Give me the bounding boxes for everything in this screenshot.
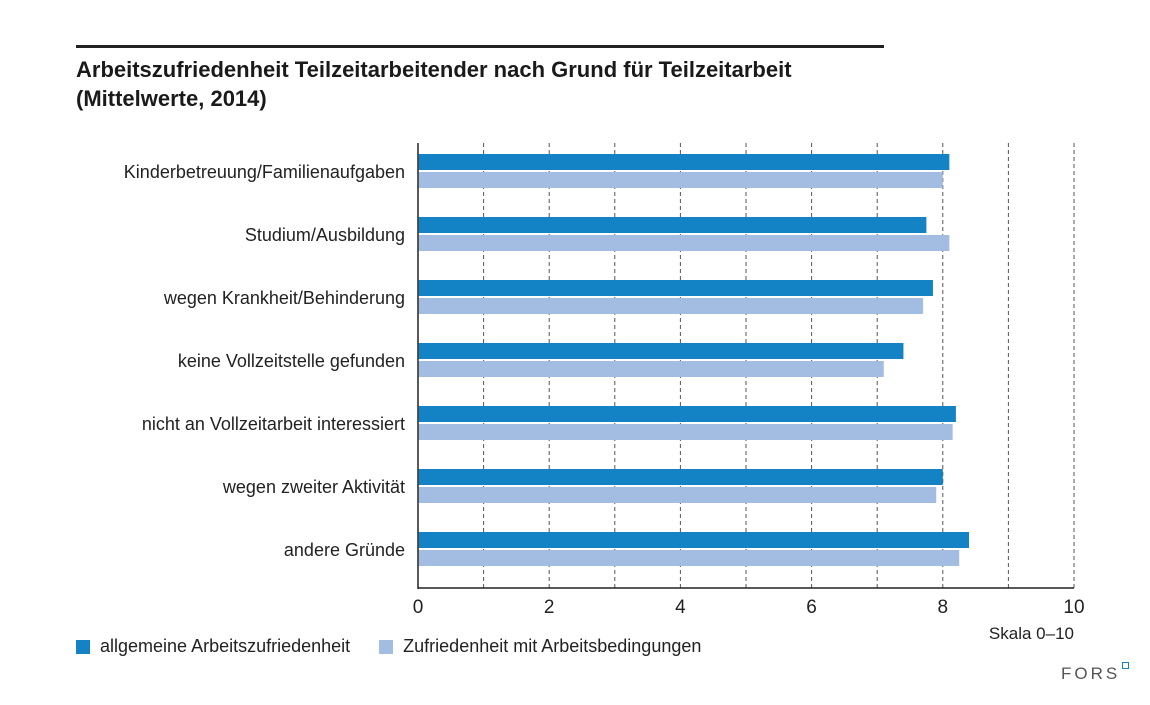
title-rule xyxy=(76,45,884,48)
legend-swatch-series2 xyxy=(379,639,394,654)
legend-swatch-series1 xyxy=(76,639,90,654)
bar-s2-0 xyxy=(418,172,943,188)
bar-s1-5 xyxy=(418,469,943,485)
category-label-5: wegen zweiter Aktivität xyxy=(222,477,405,497)
bar-s1-6 xyxy=(418,532,970,548)
logo-mark-icon xyxy=(1122,662,1129,669)
axis-layer xyxy=(417,143,1074,589)
bar-s2-5 xyxy=(418,487,937,503)
title-line-1: Arbeitszufriedenheit Teilzeitarbeitender… xyxy=(76,57,792,82)
category-label-6: andere Gründe xyxy=(284,540,405,560)
bar-s1-2 xyxy=(418,280,933,296)
fors-logo: FORS xyxy=(1061,664,1121,683)
chart-title: Arbeitszufriedenheit Teilzeitarbeitender… xyxy=(76,55,976,113)
legend-label-series2: Zufriedenheit mit Arbeitsbedingungen xyxy=(403,636,702,656)
x-tick-label-3: 6 xyxy=(806,597,817,618)
bar-s1-4 xyxy=(418,406,956,422)
x-tick-label-5: 10 xyxy=(1063,597,1084,618)
label-layer: Kinderbetreuung/Familienaufgaben Studium/… xyxy=(124,162,1085,618)
bar-s1-1 xyxy=(418,217,927,233)
bar-s2-4 xyxy=(418,424,953,440)
bar-s2-3 xyxy=(418,361,884,377)
bar-s2-6 xyxy=(418,550,960,566)
bar-s2-2 xyxy=(418,298,924,314)
legend-label-series1: allgemeine Arbeitszufriedenheit xyxy=(100,636,351,656)
bar-s1-0 xyxy=(418,154,950,170)
category-label-2: wegen Krankheit/Behinderung xyxy=(163,288,405,308)
bar-s2-1 xyxy=(418,235,950,251)
legend-item-series2: Zufriedenheit mit Arbeitsbedingungen xyxy=(379,636,701,657)
category-label-3: keine Vollzeitstelle gefunden xyxy=(178,351,405,371)
x-tick-label-0: 0 xyxy=(413,597,424,618)
category-label-0: Kinderbetreuung/Familienaufgaben xyxy=(124,162,405,182)
x-tick-label-2: 4 xyxy=(675,597,686,618)
title-line-2: (Mittelwerte, 2014) xyxy=(76,86,267,111)
x-tick-label-4: 8 xyxy=(938,597,949,618)
x-tick-label-1: 2 xyxy=(544,597,555,618)
legend-item-series1: allgemeine Arbeitszufriedenheit xyxy=(76,636,350,657)
category-label-1: Studium/Ausbildung xyxy=(245,225,405,245)
bar-layer xyxy=(418,154,970,566)
legend: allgemeine Arbeitszufriedenheit Zufriede… xyxy=(76,636,725,659)
bar-s1-3 xyxy=(418,343,904,359)
category-label-4: nicht an Vollzeitarbeit interessiert xyxy=(142,414,405,434)
scale-note: Skala 0–10 xyxy=(989,624,1074,643)
